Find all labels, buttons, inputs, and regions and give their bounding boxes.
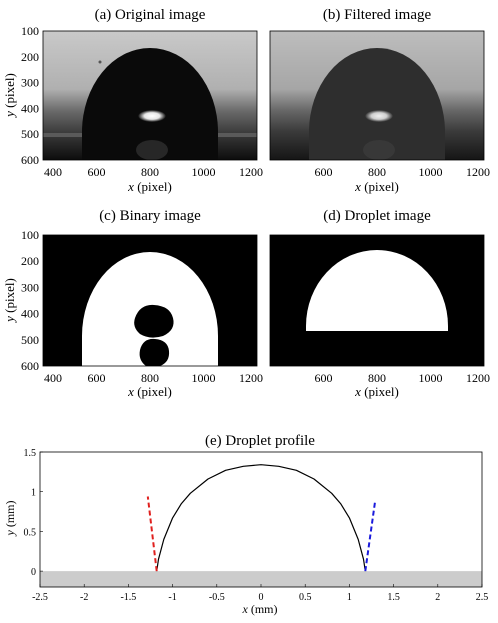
panel-e-xtick: 1 bbox=[347, 592, 352, 603]
left-tangent-line bbox=[146, 496, 158, 572]
panel-e-ytick: 0 bbox=[31, 567, 36, 578]
panel-e-xtick: -0.5 bbox=[209, 592, 225, 603]
panel-e-plot-area bbox=[39, 451, 483, 588]
panel-e-droplet-profile: (e) Droplet profile x (mm) y (mm) bbox=[3, 433, 483, 616]
right-tangent-line bbox=[364, 501, 376, 572]
panel-b-filtered-image: (b) Filtered image x (pixel) bbox=[269, 7, 485, 194]
panel-a-xtick: 400 bbox=[44, 165, 62, 179]
panel-a-ytick: 300 bbox=[21, 76, 39, 90]
panel-a-xtick: 600 bbox=[88, 165, 106, 179]
panel-b-xtick: 800 bbox=[368, 165, 386, 179]
panel-c-ytick: 200 bbox=[21, 254, 39, 268]
panel-a-ytick: 500 bbox=[21, 127, 39, 141]
panel-a-ytick: 100 bbox=[21, 24, 39, 38]
panel-b-title: (b) Filtered image bbox=[323, 7, 432, 23]
panel-e-xtick: 0.5 bbox=[299, 592, 312, 603]
panel-e-ytick: 0.5 bbox=[24, 527, 37, 538]
panel-e-ytick: 1 bbox=[31, 488, 36, 499]
panel-a-ylabel: y (pixel) bbox=[2, 73, 17, 119]
panel-c-ytick: 600 bbox=[21, 359, 39, 373]
panel-e-xtick: 0 bbox=[259, 592, 264, 603]
panel-b-xlabel: x (pixel) bbox=[354, 179, 399, 194]
panel-b-xtick: 1200 bbox=[466, 165, 490, 179]
panel-e-frame bbox=[39, 451, 483, 588]
panel-c-ytick: 300 bbox=[21, 280, 39, 294]
panel-e-xtick: -1 bbox=[168, 592, 176, 603]
panel-b-photo bbox=[270, 31, 484, 160]
panel-d-droplet-image: (d) Droplet image x (pixel) bbox=[269, 208, 485, 399]
panel-d-xtick: 600 bbox=[315, 371, 333, 385]
panel-d-xlabel: x (pixel) bbox=[354, 384, 399, 399]
panel-e-xtick: 2 bbox=[435, 592, 440, 603]
panel-a-original-image: (a) Original image x (pixel) y (pixel) bbox=[2, 7, 258, 194]
panel-b-xtick: 1000 bbox=[419, 165, 443, 179]
panel-d-xtick: 800 bbox=[368, 371, 386, 385]
panel-c-ytick: 100 bbox=[21, 228, 39, 242]
panel-c-binary-image: (c) Binary image x (pixel) y (pixel) bbox=[2, 208, 258, 399]
panel-e-xtick: -1.5 bbox=[120, 592, 136, 603]
panel-a-title: (a) Original image bbox=[95, 7, 206, 23]
panel-c-xtick: 600 bbox=[88, 371, 106, 385]
panel-a-xlabel: x (pixel) bbox=[127, 179, 172, 194]
panel-e-xtick: 2.5 bbox=[476, 592, 489, 603]
panel-e-xtick: -2 bbox=[80, 592, 88, 603]
panel-a-xtick: 1000 bbox=[192, 165, 216, 179]
substrate bbox=[40, 571, 482, 587]
panel-c-xlabel: x (pixel) bbox=[127, 384, 172, 399]
panel-a-xtick: 800 bbox=[141, 165, 159, 179]
panel-d-xtick: 1000 bbox=[419, 371, 443, 385]
panel-c-ytick: 400 bbox=[21, 307, 39, 321]
panel-c-xtick: 1200 bbox=[239, 371, 263, 385]
panel-e-ylabel: y (mm) bbox=[3, 501, 17, 537]
panel-a-ytick: 200 bbox=[21, 50, 39, 64]
panel-a-photo bbox=[43, 31, 257, 160]
panel-d-title: (d) Droplet image bbox=[323, 208, 431, 224]
panel-a-ytick: 400 bbox=[21, 101, 39, 115]
droplet-profile-curve bbox=[156, 464, 366, 572]
panel-c-ytick: 500 bbox=[21, 333, 39, 347]
panel-c-ylabel: y (pixel) bbox=[2, 278, 17, 324]
panel-a-xtick: 1200 bbox=[239, 165, 263, 179]
panel-e-xtick: -2.5 bbox=[32, 592, 48, 603]
panel-b-xtick: 600 bbox=[315, 165, 333, 179]
panel-e-ytick: 1.5 bbox=[24, 448, 37, 459]
panel-c-xtick: 400 bbox=[44, 371, 62, 385]
panel-e-title: (e) Droplet profile bbox=[205, 433, 315, 449]
panel-c-xtick: 1000 bbox=[192, 371, 216, 385]
panel-e-xlabel: x (mm) bbox=[242, 602, 278, 616]
panel-c-xtick: 800 bbox=[141, 371, 159, 385]
panel-e-xtick: 1.5 bbox=[387, 592, 400, 603]
panel-a-ytick: 600 bbox=[21, 153, 39, 167]
panel-d-xtick: 1200 bbox=[466, 371, 490, 385]
panel-c-title: (c) Binary image bbox=[99, 208, 201, 224]
